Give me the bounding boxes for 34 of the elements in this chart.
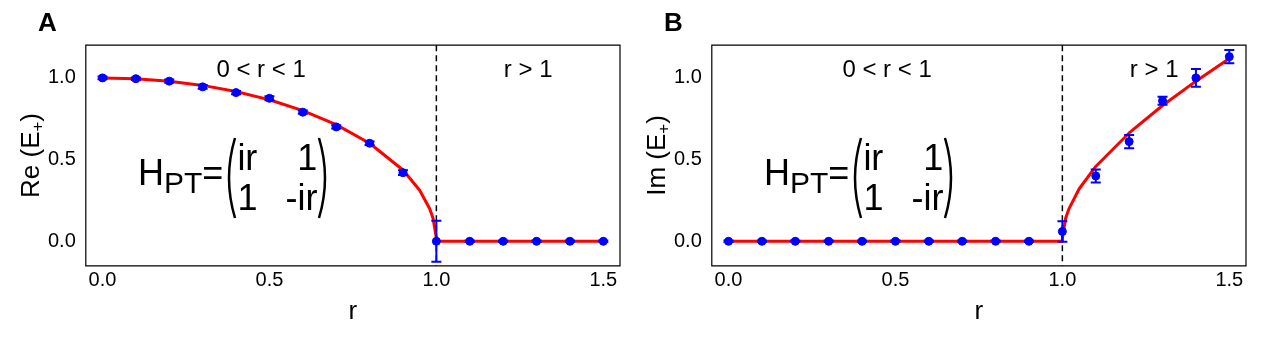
annotation: -ir [285,177,318,218]
annotation: -ir [911,177,944,218]
annotation: 1 [863,177,884,218]
annotation: 1 [922,137,944,178]
x-axis-title: r [974,294,984,325]
annotation: 0 < r < 1 [842,54,932,82]
chart-title: B [664,6,683,37]
annotation: H$_{PT}$= [764,151,850,202]
x-tick-label: 0.5 [255,268,284,291]
annotation: 0 < r < 1 [216,54,306,82]
chart-title: A [38,6,57,37]
x-tick-label: 1.0 [1048,268,1077,291]
y-tick-label: 0.5 [47,147,76,170]
annotation: r > 1 [503,54,553,82]
annotation: 1 [296,137,318,178]
y-tick-label: 1.0 [673,65,702,88]
x-tick-label: 0.0 [88,268,117,291]
y-tick-label: 0.0 [47,228,76,251]
x-tick-label: 1.5 [589,268,618,291]
annotation: H$_{PT}$= [138,151,224,202]
x-axis-title: r [348,294,358,325]
annotation: 1 [237,177,258,218]
y-axis-title: Re (E+) [15,113,48,198]
y-axis-title: Im (E+) [641,115,674,196]
x-tick-label: 1.5 [1215,268,1244,291]
x-tick-label: 1.0 [422,268,451,291]
y-tick-label: 0.0 [673,228,702,251]
annotation: ir [863,137,884,178]
annotation: ir [237,137,258,178]
x-tick-label: 0.0 [714,268,743,291]
x-tick-label: 0.5 [881,268,910,291]
y-tick-label: 0.5 [673,147,702,170]
annotation: r > 1 [1129,54,1179,82]
y-tick-label: 1.0 [47,65,76,88]
